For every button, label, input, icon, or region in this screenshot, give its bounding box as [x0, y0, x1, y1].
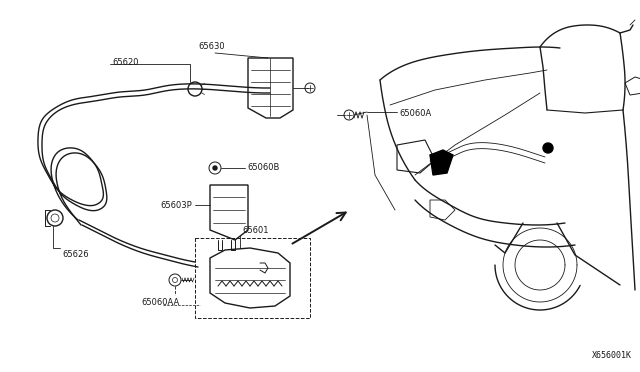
Text: 65630: 65630	[198, 42, 225, 51]
Text: 65060AA: 65060AA	[141, 298, 179, 307]
Text: X656001K: X656001K	[592, 351, 632, 360]
Circle shape	[213, 166, 217, 170]
Text: 65620: 65620	[112, 58, 138, 67]
Text: 65601: 65601	[242, 226, 269, 235]
Text: 65060A: 65060A	[399, 109, 431, 119]
Polygon shape	[430, 150, 453, 175]
Text: 65603P: 65603P	[160, 201, 192, 209]
Text: 65626: 65626	[62, 250, 88, 259]
Circle shape	[543, 143, 553, 153]
Text: 65060B: 65060B	[247, 164, 280, 173]
